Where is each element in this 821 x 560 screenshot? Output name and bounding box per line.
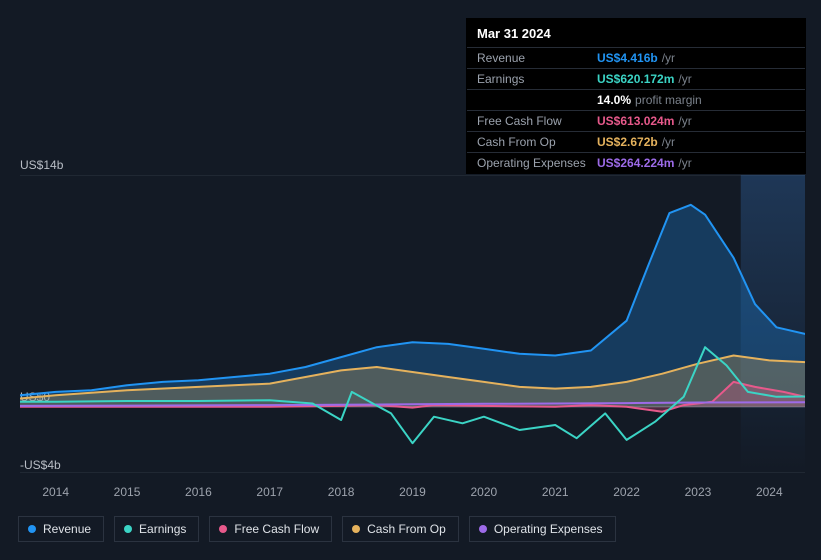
chart-container: Mar 31 2024 Revenue US$4.416b /yr Earnin… xyxy=(0,0,821,560)
legend-dot-icon xyxy=(479,525,487,533)
tooltip-per: /yr xyxy=(678,156,691,170)
tooltip-label: Revenue xyxy=(477,51,597,65)
tooltip-label: Cash From Op xyxy=(477,135,597,149)
tooltip-value: US$4.416b xyxy=(597,51,658,65)
tooltip-profit-margin-pct: 14.0% xyxy=(597,93,631,107)
chart-plot-area[interactable] xyxy=(20,175,805,473)
legend-dot-icon xyxy=(124,525,132,533)
legend-item-operating-expenses[interactable]: Operating Expenses xyxy=(469,516,616,542)
tooltip-label: Operating Expenses xyxy=(477,156,597,170)
tooltip-row-profit-margin: . 14.0% profit margin xyxy=(467,89,805,110)
tooltip-row-revenue: Revenue US$4.416b /yr xyxy=(467,47,805,68)
x-axis: 2014 2015 2016 2017 2018 2019 2020 2021 2022 2023… xyxy=(20,485,801,505)
tooltip-per: /yr xyxy=(662,135,675,149)
hover-tooltip: Mar 31 2024 Revenue US$4.416b /yr Earnin… xyxy=(466,18,806,174)
legend-dot-icon xyxy=(219,525,227,533)
x-tick-label: 2022 xyxy=(613,485,640,499)
tooltip-value: US$2.672b xyxy=(597,135,658,149)
x-tick-label: 2017 xyxy=(256,485,283,499)
x-tick-label: 2018 xyxy=(328,485,355,499)
tooltip-per: /yr xyxy=(678,114,691,128)
legend-dot-icon xyxy=(28,525,36,533)
legend-label: Cash From Op xyxy=(367,522,446,536)
legend-item-revenue[interactable]: Revenue xyxy=(18,516,104,542)
legend-item-free-cash-flow[interactable]: Free Cash Flow xyxy=(209,516,332,542)
legend-label: Revenue xyxy=(43,522,91,536)
tooltip-date: Mar 31 2024 xyxy=(467,19,805,47)
legend-label: Operating Expenses xyxy=(494,522,603,536)
tooltip-row-fcf: Free Cash Flow US$613.024m /yr xyxy=(467,110,805,131)
x-tick-label: 2023 xyxy=(685,485,712,499)
legend-label: Free Cash Flow xyxy=(234,522,319,536)
tooltip-per: /yr xyxy=(662,51,675,65)
tooltip-value: US$613.024m xyxy=(597,114,674,128)
x-tick-label: 2016 xyxy=(185,485,212,499)
legend-item-earnings[interactable]: Earnings xyxy=(114,516,199,542)
tooltip-per: /yr xyxy=(678,72,691,86)
x-tick-label: 2021 xyxy=(542,485,569,499)
y-tick-label: US$14b xyxy=(20,158,63,172)
tooltip-profit-margin-text: profit margin xyxy=(635,93,702,107)
tooltip-value: US$620.172m xyxy=(597,72,674,86)
chart-svg xyxy=(20,175,805,473)
tooltip-label: Earnings xyxy=(477,72,597,86)
legend-item-cash-from-op[interactable]: Cash From Op xyxy=(342,516,459,542)
x-tick-label: 2019 xyxy=(399,485,426,499)
tooltip-label: Free Cash Flow xyxy=(477,114,597,128)
legend: Revenue Earnings Free Cash Flow Cash From O… xyxy=(18,516,616,542)
x-tick-label: 2015 xyxy=(114,485,141,499)
tooltip-row-opex: Operating Expenses US$264.224m /yr xyxy=(467,152,805,173)
tooltip-row-earnings: Earnings US$620.172m /yr xyxy=(467,68,805,89)
tooltip-value: US$264.224m xyxy=(597,156,674,170)
legend-dot-icon xyxy=(352,525,360,533)
x-tick-label: 2014 xyxy=(42,485,69,499)
legend-label: Earnings xyxy=(139,522,186,536)
tooltip-row-cfo: Cash From Op US$2.672b /yr xyxy=(467,131,805,152)
x-tick-label: 2020 xyxy=(471,485,498,499)
x-tick-label: 2024 xyxy=(756,485,783,499)
